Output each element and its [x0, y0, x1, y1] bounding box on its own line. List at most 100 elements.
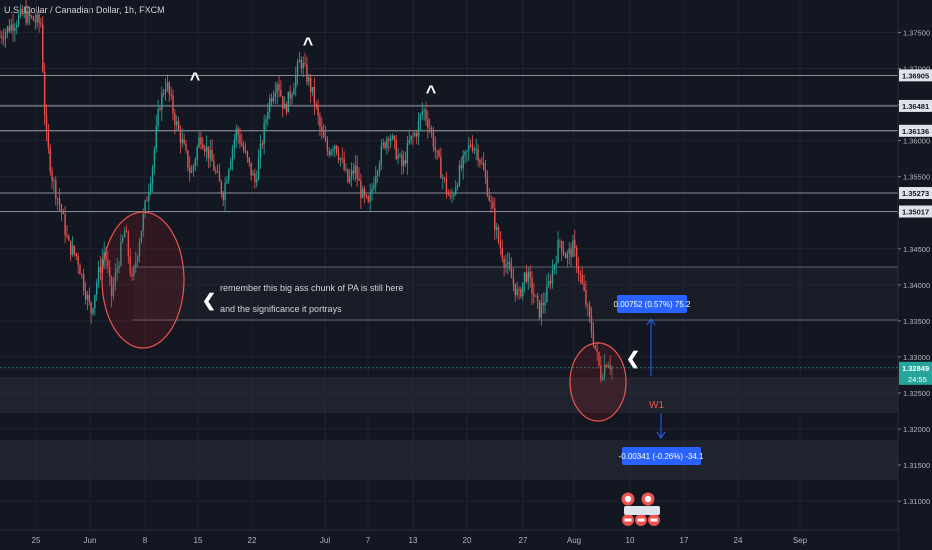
candle-body [590, 316, 593, 333]
candle-body [375, 175, 377, 186]
candle-body [200, 137, 202, 145]
candle-body [492, 201, 494, 209]
candle-body [88, 294, 90, 303]
candle-body [386, 138, 388, 149]
candle-body [77, 256, 79, 265]
candle-body [585, 290, 587, 306]
time-axis: 25 Jun 8 15 22 Jul 7 13 20 27 Aug 10 17 24 Sep [0, 529, 898, 550]
candle-body [181, 139, 183, 143]
candle-body [278, 84, 280, 91]
candle-body [449, 195, 451, 197]
candle-body [557, 240, 559, 263]
candle-body [445, 179, 448, 193]
candle-body [282, 96, 284, 109]
candle-body [25, 10, 27, 23]
event-badge-bar [624, 506, 660, 515]
candle-body [42, 24, 44, 72]
candle-body [311, 87, 314, 93]
candle-body [544, 301, 546, 305]
candle-body [168, 82, 170, 94]
event-badge-flag [624, 518, 632, 522]
candle-body [153, 148, 156, 168]
candle-body [455, 187, 457, 195]
candle-body [291, 94, 293, 99]
candle-body [542, 302, 544, 305]
candle-body [84, 290, 87, 300]
candle-body [287, 91, 290, 113]
measure-up-label: 0.00752 (0.57%) 75.2 [614, 300, 691, 309]
candle-body [308, 77, 310, 82]
candle-body [575, 247, 578, 268]
measure-down-box [622, 447, 701, 465]
candle-body [332, 149, 334, 151]
candle-body [516, 289, 518, 296]
candle-body [14, 27, 16, 31]
candle-body [51, 171, 53, 181]
candle-body [3, 38, 5, 40]
candle-body [49, 147, 51, 172]
candle-body [138, 242, 141, 257]
candle-body [479, 160, 481, 163]
price-axis: 1.375001.370001.365001.360001.355001.350… [897, 0, 932, 550]
candle-body [425, 109, 427, 120]
candle-body [75, 253, 77, 257]
candle-body [300, 60, 303, 69]
candle-body [469, 145, 472, 146]
candle-body [384, 142, 386, 149]
candles [0, 0, 613, 383]
candle-body [434, 147, 436, 151]
candle-body [151, 167, 154, 184]
candle-body [109, 267, 111, 277]
candle-body [12, 24, 14, 31]
candle-body [216, 171, 219, 173]
candle-body [202, 144, 204, 149]
x-tick-label: 15 [194, 536, 203, 545]
candle-body [66, 235, 68, 237]
candle-body [371, 189, 373, 193]
candle-body [265, 119, 267, 123]
candle-body [536, 295, 539, 301]
candle-body [228, 169, 230, 181]
y-tick-label: 1.37500 [903, 28, 930, 37]
candle-body [189, 167, 191, 173]
candle-body [71, 245, 74, 256]
candle-body [376, 171, 379, 176]
candle-body [133, 266, 135, 277]
candle-body [40, 22, 42, 25]
candle-body [460, 165, 463, 169]
measure-down-label: -0.00341 (-0.26%) -34.1 [619, 452, 704, 461]
x-tick-label: Sep [793, 536, 808, 545]
candle-body [270, 98, 273, 102]
candle-body [553, 264, 556, 270]
candle-body [473, 149, 476, 151]
price-axis-bg [898, 0, 932, 550]
candle-body [10, 24, 12, 32]
candle-body [354, 165, 356, 174]
candle-body [594, 344, 596, 349]
candle-body [397, 155, 399, 160]
candle-body [337, 153, 340, 160]
candle-body [330, 150, 332, 155]
candle-body [157, 108, 159, 127]
candle-body [296, 62, 299, 75]
candle-body [382, 142, 384, 146]
candle-body [334, 145, 336, 150]
candle-body [17, 15, 20, 26]
current-price-tag [899, 361, 932, 385]
candle-body [97, 266, 100, 283]
candle-body [406, 143, 409, 164]
zone-lower [0, 440, 898, 480]
current-price-label: 1.32849 [902, 364, 929, 373]
candle-body [107, 260, 109, 268]
candle-body [118, 265, 120, 269]
candle-body [549, 281, 552, 284]
candle-body [551, 269, 554, 284]
candle-body [350, 170, 353, 177]
y-tick-label: 1.32500 [903, 389, 930, 398]
candle-body [531, 278, 533, 294]
candle-body [226, 180, 228, 183]
y-tick-label: 1.35500 [903, 173, 930, 182]
candle-body [90, 302, 92, 314]
candle-body [611, 367, 613, 369]
